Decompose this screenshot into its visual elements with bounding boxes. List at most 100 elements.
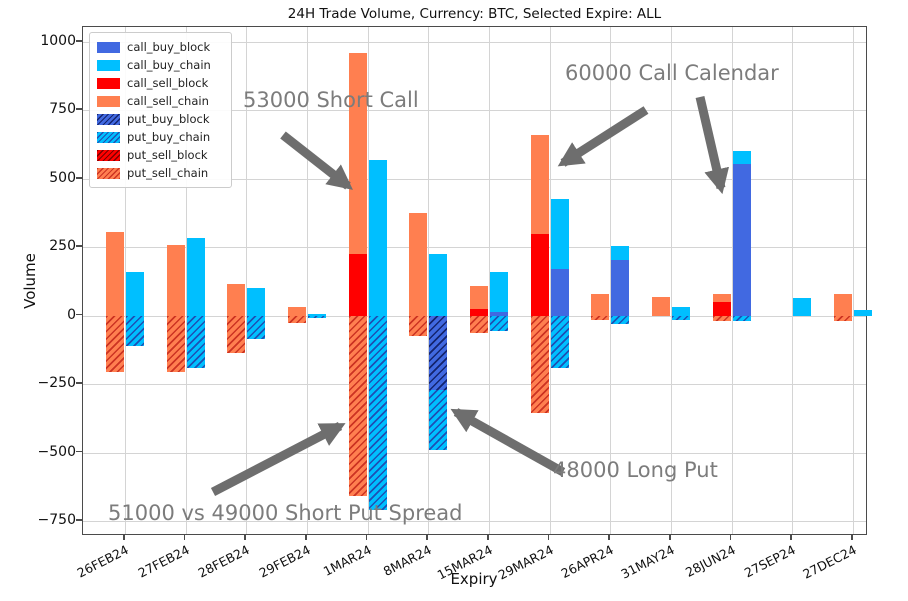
legend-item-put_buy_chain: put_buy_chain	[97, 128, 224, 146]
y-tick-mark	[76, 450, 82, 453]
x-tick-mark	[668, 535, 671, 540]
x-tick-mark	[850, 535, 853, 540]
x-tick-mark	[365, 535, 368, 540]
bar-segment-call_buy_chain	[793, 297, 812, 316]
gridline-vertical	[670, 27, 672, 534]
y-tick-mark	[76, 40, 82, 42]
bar-segment-put_buy_chain	[550, 315, 569, 368]
x-tick-mark	[304, 535, 307, 540]
gridline-horizontal	[83, 110, 866, 112]
gridline-horizontal	[83, 452, 866, 454]
legend: call_buy_block call_buy_chain call_sell_bl…	[89, 32, 232, 188]
bar-segment-put_buy_chain	[126, 315, 144, 346]
bar-segment-call_buy_block	[489, 311, 508, 316]
gridline-vertical	[610, 27, 612, 534]
bar-segment-call_buy_block	[550, 269, 569, 316]
bar-segment-call_sell_chain	[348, 52, 367, 255]
x-tick-mark	[244, 535, 247, 540]
gridline-vertical	[185, 27, 187, 534]
legend-swatch	[97, 41, 120, 53]
bar-segment-call_sell_chain	[287, 307, 306, 316]
legend-item-put_sell_chain: put_sell_chain	[97, 164, 224, 182]
bar-segment-put_sell_chain	[166, 315, 185, 372]
bar-segment-call_sell_chain	[833, 293, 852, 316]
bar-segment-call_buy_chain	[186, 237, 205, 316]
annotation-short-call: 53000 Short Call	[243, 88, 419, 112]
bar-segment-put_sell_chain	[469, 315, 488, 334]
y-tick-label: −250	[37, 375, 76, 392]
gridline-vertical	[488, 27, 490, 534]
bar-segment-put_buy_chain	[489, 315, 508, 331]
bar-segment-put_sell_chain	[530, 315, 549, 413]
x-tick-mark	[426, 535, 429, 540]
bar-segment-put_sell_chain	[591, 315, 610, 320]
legend-swatch	[97, 167, 120, 179]
bar-segment-call_sell_chain	[106, 232, 124, 316]
bar-segment-put_buy_chain	[671, 315, 690, 320]
bar-segment-call_sell_chain	[712, 293, 731, 302]
bar-segment-call_buy_chain	[247, 288, 266, 316]
legend-label: put_buy_block	[127, 112, 210, 126]
bar-segment-put_buy_chain	[247, 315, 266, 339]
bar-segment-put_sell_chain	[287, 315, 306, 323]
gridline-horizontal	[83, 520, 866, 522]
gridline-vertical	[549, 27, 551, 534]
bar-segment-call_sell_block	[348, 254, 367, 316]
bar-segment-call_buy_block	[732, 163, 751, 316]
gridline-horizontal	[83, 42, 866, 43]
bar-segment-put_sell_chain	[227, 315, 246, 353]
gridline-horizontal	[83, 384, 866, 386]
bar-segment-put_buy_chain	[611, 315, 630, 324]
gridline-vertical	[792, 27, 794, 534]
y-tick-label: 1000	[40, 33, 76, 49]
bar-segment-call_sell_block	[530, 233, 549, 316]
bar-segment-put_buy_block	[429, 315, 448, 390]
bar-segment-call_buy_chain	[126, 271, 144, 316]
bar-segment-call_sell_chain	[227, 284, 246, 316]
gridline-horizontal	[83, 247, 866, 249]
legend-item-put_buy_block: put_buy_block	[97, 110, 224, 128]
y-tick-mark	[76, 108, 82, 111]
legend-item-put_sell_block: put_sell_block	[97, 146, 224, 164]
gridline-vertical	[246, 27, 248, 534]
legend-item-call_sell_chain: call_sell_chain	[97, 92, 224, 110]
legend-label: put_buy_chain	[127, 130, 211, 144]
bar-segment-call_sell_block	[469, 308, 488, 316]
x-tick-mark	[123, 535, 125, 540]
legend-swatch	[97, 95, 120, 107]
bar-segment-put_buy_chain	[429, 389, 448, 450]
gridline-vertical	[731, 27, 733, 534]
bar-segment-call_sell_chain	[530, 135, 549, 234]
legend-swatch	[97, 131, 120, 143]
legend-label: call_buy_block	[127, 40, 211, 54]
bar-segment-put_sell_chain	[106, 315, 124, 372]
legend-label: call_buy_chain	[127, 58, 211, 72]
gridline-vertical	[428, 27, 430, 534]
y-tick-label: 750	[49, 101, 76, 118]
legend-swatch	[97, 59, 120, 71]
y-tick-mark	[76, 313, 82, 316]
x-tick-mark	[608, 535, 611, 540]
y-tick-label: 500	[49, 169, 76, 186]
gridline-vertical	[852, 27, 854, 534]
bar-segment-put_sell_chain	[409, 315, 428, 337]
bar-segment-call_buy_chain	[429, 254, 448, 316]
bar-segment-call_sell_chain	[409, 213, 428, 316]
legend-item-call_buy_chain: call_buy_chain	[97, 56, 224, 74]
bar-segment-call_buy_block	[611, 259, 630, 316]
bar-segment-call_buy_chain	[671, 307, 690, 316]
y-tick-label: 0	[67, 306, 76, 323]
gridline-horizontal	[83, 178, 866, 180]
bar-segment-call_buy_chain	[489, 271, 508, 312]
bar-segment-call_sell_chain	[166, 244, 185, 316]
y-axis-label: Volume	[21, 253, 39, 309]
x-axis-label: Expiry	[450, 570, 498, 588]
bar-segment-call_sell_chain	[651, 296, 670, 316]
bar-segment-put_buy_chain	[307, 315, 326, 319]
x-tick-mark	[790, 535, 793, 540]
bar-segment-put_buy_chain	[368, 315, 387, 510]
bar-segment-put_buy_chain	[732, 315, 751, 322]
legend-swatch	[97, 113, 120, 125]
legend-label: call_sell_block	[127, 76, 209, 90]
